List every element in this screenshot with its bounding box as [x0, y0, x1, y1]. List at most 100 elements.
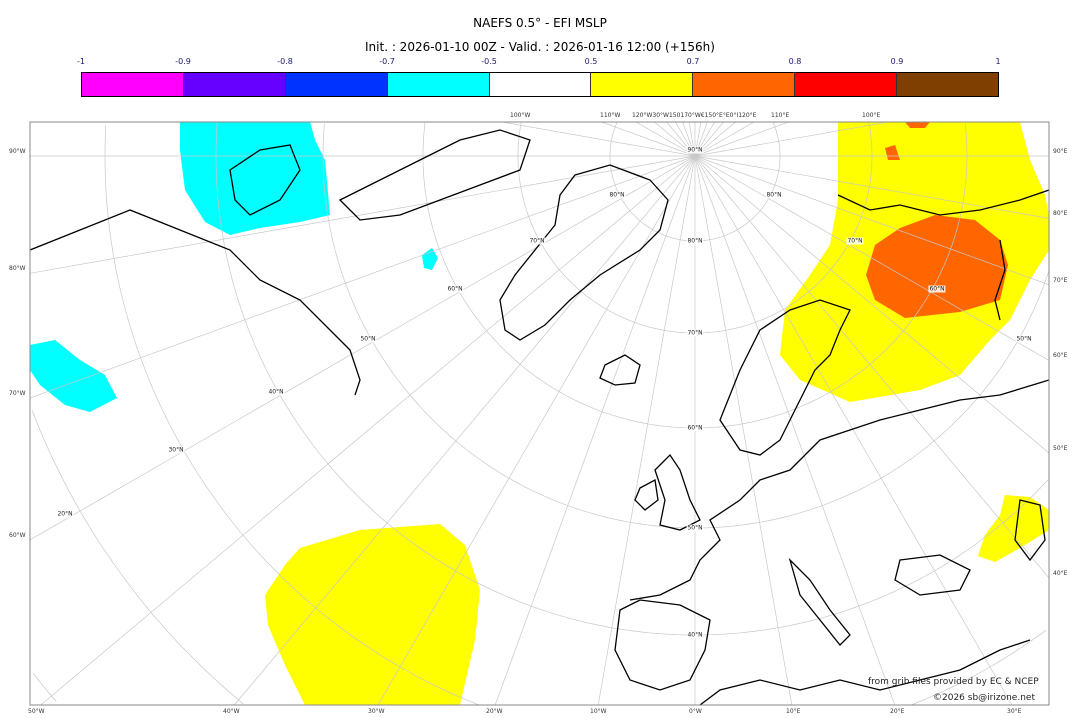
latitude-circle: [31, 410, 244, 705]
coast-canada: [30, 209, 361, 396]
colorbar-tick: 0.9: [890, 57, 904, 66]
grid-label: 70°N: [528, 237, 546, 245]
axis-label-bottom: 10°W: [590, 708, 607, 715]
meridian-line: [635, 122, 696, 157]
grid-label: 20°N: [56, 510, 74, 518]
axis-label-top: 110°W: [600, 112, 621, 119]
latitude-circle: [215, 122, 1049, 636]
coast-britain: [654, 453, 701, 531]
colorbar-tick: -0.5: [481, 57, 497, 66]
efi-shading: [30, 122, 1049, 705]
grid-label: 50°N: [359, 335, 377, 343]
cyan-area-canada: [180, 122, 330, 235]
meridian-line: [694, 122, 789, 157]
meridian-line: [502, 122, 696, 157]
axis-label-bottom: 50°W: [28, 708, 45, 715]
colorbar-segment: [387, 73, 490, 96]
coast-ireland: [634, 478, 659, 511]
meridian-line: [694, 155, 896, 705]
meridian-line: [694, 122, 755, 157]
meridian-line: [40, 155, 696, 705]
coast-africa: [699, 639, 1031, 705]
colorbar-segment: [591, 73, 694, 96]
axis-label-bottom: 40°W: [223, 708, 240, 715]
grid-label: 90°N: [686, 146, 704, 154]
map-frame: [29, 121, 1050, 706]
meridian-line: [694, 155, 1049, 361]
axis-label-right: 90°E: [1053, 148, 1068, 155]
colorbar-segment: [82, 73, 184, 96]
axis-label-right: 70°E: [1053, 277, 1068, 284]
graticule: [30, 122, 1049, 705]
coast-black-sea: [894, 554, 971, 596]
meridian-line: [30, 155, 696, 274]
meridian-line: [694, 155, 1049, 286]
axis-label-top: 100°E: [862, 112, 881, 119]
colorbar-segment: [183, 73, 286, 96]
axis-label-bottom: 10°E: [786, 708, 801, 715]
grid-label: 50°N: [1015, 335, 1033, 343]
axis-label-top: 110°E: [771, 112, 790, 119]
grid-label: 70°N: [846, 237, 864, 245]
meridian-line: [234, 155, 696, 705]
grid-label: 60°N: [686, 424, 704, 432]
grid-label: 40°N: [267, 388, 285, 396]
meridian-line: [30, 155, 696, 399]
coast-europe: [629, 379, 1049, 601]
axis-label-bottom: 0°W: [689, 708, 702, 715]
colorbar-tick: 0.5: [584, 57, 598, 66]
cyan-area-west: [30, 340, 117, 412]
coast-iberia: [614, 599, 711, 691]
latitude-circle: [422, 122, 968, 429]
colorbar-segment: [897, 73, 999, 96]
latitude-circle: [32, 672, 57, 702]
axis-label-top: 120°W30°W150170°W€150°E°E0°I120°E: [632, 112, 757, 119]
axis-label-right: 50°E: [1053, 445, 1068, 452]
axis-label-bottom: 20°W: [486, 708, 503, 715]
colorbar-tick: -0.9: [175, 57, 191, 66]
meridian-line: [694, 155, 793, 705]
colorbar-tick: 0.8: [788, 57, 802, 66]
meridian-line: [694, 155, 1013, 705]
colorbar: [81, 72, 999, 97]
colorbar-tick: -0.7: [379, 57, 395, 66]
coast-arctic-islands: [338, 129, 531, 221]
axis-label-right: 80°E: [1053, 210, 1068, 217]
grid-label: 60°N: [446, 285, 464, 293]
latitude-circle: [609, 122, 781, 242]
yellow-area-caspian: [978, 495, 1049, 562]
coast-russia-north: [837, 189, 1049, 216]
coast-hudson: [229, 144, 301, 216]
axis-label-bottom: 20°E: [890, 708, 905, 715]
data-source-credit: from grib files provided by EC & NCEP: [868, 677, 1039, 687]
axis-label-bottom: 30°E: [1007, 708, 1022, 715]
map-subtitle: Init. : 2026-01-10 00Z - Valid. : 2026-0…: [365, 40, 715, 54]
cyan-area-small: [422, 248, 438, 270]
meridian-line: [694, 155, 1049, 454]
latitude-circle: [104, 125, 1047, 705]
grid-label: 60°N: [928, 285, 946, 293]
colorbar-segment: [795, 73, 898, 96]
grid-label: 80°N: [686, 237, 704, 245]
axis-label-left: 80°W: [9, 265, 26, 272]
grid-label: 30°N: [167, 446, 185, 454]
axis-label-right: 60°E: [1053, 352, 1068, 359]
grid-label: 50°N: [686, 524, 704, 532]
colorbar-tick: -1: [77, 57, 85, 66]
meridian-line: [30, 155, 696, 541]
coast-italy: [788, 557, 851, 646]
grid-label: 80°N: [608, 191, 626, 199]
coast-greenland: [499, 164, 669, 341]
axis-label-left: 60°W: [9, 532, 26, 539]
axis-label-left: 70°W: [9, 390, 26, 397]
orange-area-north: [905, 122, 930, 128]
meridian-line: [601, 122, 696, 157]
map-title: NAEFS 0.5° - EFI MSLP: [473, 16, 607, 30]
meridian-line: [694, 155, 1049, 579]
axis-label-right: 40°E: [1053, 570, 1068, 577]
meridian-line: [494, 155, 696, 705]
colorbar-tick: 1: [995, 57, 1001, 66]
axis-label-left: 90°W: [9, 148, 26, 155]
axis-label-top: 100°W: [510, 112, 531, 119]
